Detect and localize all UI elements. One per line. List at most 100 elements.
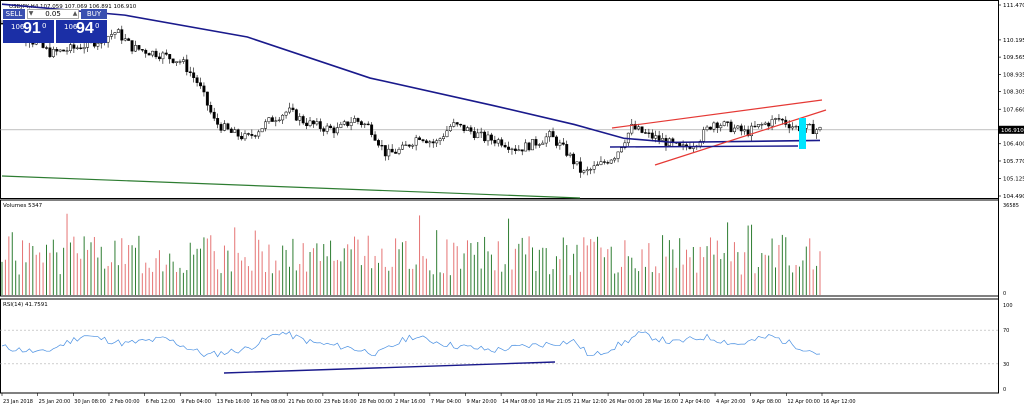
candle (578, 157, 582, 178)
candle (753, 120, 757, 128)
candle (250, 129, 254, 139)
candle (137, 45, 141, 51)
candle (794, 124, 798, 130)
candle (394, 148, 398, 154)
candle (503, 142, 507, 149)
candle (647, 128, 651, 138)
candle (281, 113, 285, 124)
candle (120, 25, 124, 44)
price-tick-label: 110.195 (1003, 38, 1024, 44)
candle (359, 120, 363, 128)
buy-button[interactable]: BUY (81, 9, 107, 19)
candle (650, 129, 654, 142)
candle (223, 120, 226, 132)
candle (438, 137, 442, 146)
lot-size-input[interactable]: 0.05 (27, 9, 79, 19)
lot-increase-icon[interactable]: ▲ (72, 10, 78, 17)
candle (476, 128, 480, 139)
candle (784, 116, 788, 128)
rsi-axis-label: 30 (1003, 362, 1009, 368)
price-tick-label: 106.400 (1003, 142, 1024, 148)
price-tick-label: 108.935 (1003, 72, 1024, 78)
candle (616, 151, 620, 163)
candle (818, 126, 822, 132)
candle (219, 122, 223, 133)
candle (188, 66, 192, 77)
candle (205, 91, 209, 111)
candle (113, 31, 117, 39)
wedge-lower-line (654, 109, 827, 166)
candle (466, 125, 469, 131)
price-tick-label: 104.490 (1003, 194, 1024, 200)
price-tick-label: 105.770 (1003, 159, 1024, 165)
volume-axis-bottom: 0 (1003, 291, 1006, 297)
buy-quote[interactable]: 106 94 0 (56, 20, 107, 43)
candle (609, 159, 613, 165)
candle (613, 156, 617, 163)
wedge-upper-line (611, 99, 823, 129)
candle (517, 145, 521, 152)
candle (116, 28, 120, 33)
candle (459, 123, 463, 128)
candle (620, 147, 623, 153)
candle (181, 56, 185, 64)
candle (346, 121, 350, 128)
candle (592, 161, 596, 174)
candle (277, 117, 281, 123)
sell-quote[interactable]: 106 91 0 (3, 20, 54, 43)
candle (442, 133, 445, 142)
time-tick-label: 21 Mar 12:00 (573, 399, 606, 405)
candle (657, 130, 661, 145)
buy-price-prefix: 106 (64, 23, 78, 31)
candle (493, 135, 497, 147)
candle (407, 144, 411, 149)
candle (373, 131, 377, 141)
candle (531, 139, 534, 151)
candle (325, 123, 329, 135)
candle (356, 117, 360, 125)
time-tick-label: 16 Feb 08:00 (253, 399, 286, 405)
candle (640, 126, 644, 134)
candle (565, 140, 569, 158)
candle (240, 132, 244, 141)
candle (192, 67, 196, 83)
candle (695, 144, 699, 150)
candle (544, 132, 548, 147)
candle (154, 48, 158, 60)
candle (400, 141, 404, 151)
candle (294, 108, 298, 121)
buy-price-pips: 94 (76, 20, 94, 37)
candle (448, 124, 452, 133)
candle (353, 115, 356, 123)
candle (599, 156, 603, 166)
one-click-trading-panel: SELL 0.05 ▼ ▲ BUY 106 91 0 106 94 0 (3, 9, 107, 43)
time-tick-label: 30 Jan 08:00 (74, 399, 106, 405)
sell-button[interactable]: SELL (3, 9, 25, 19)
candle (555, 135, 558, 149)
candle (507, 141, 510, 153)
candle (270, 115, 274, 122)
candle (414, 134, 418, 151)
candle (585, 166, 589, 176)
candle (55, 47, 59, 56)
candle (298, 113, 302, 126)
candle (202, 82, 206, 97)
candle (140, 49, 144, 53)
candle (383, 145, 387, 161)
candle (421, 138, 425, 143)
rsi-axis-label: 70 (1003, 328, 1009, 334)
candle (79, 43, 83, 50)
lot-decrease-icon[interactable]: ▼ (28, 10, 34, 17)
sell-price-pips: 91 (23, 20, 41, 37)
time-tick-label: 28 Feb 00:00 (360, 399, 393, 405)
time-tick-label: 28 Mar 16:00 (645, 399, 678, 405)
candle (568, 152, 572, 158)
candle (452, 118, 456, 128)
candle (500, 137, 504, 148)
candle (715, 121, 719, 133)
buy-price-fraction: 0 (95, 22, 100, 30)
candle (144, 48, 148, 58)
time-tick-label: 18 Mar 21:05 (538, 399, 571, 405)
rsi-axis-label: 100 (1003, 303, 1013, 309)
